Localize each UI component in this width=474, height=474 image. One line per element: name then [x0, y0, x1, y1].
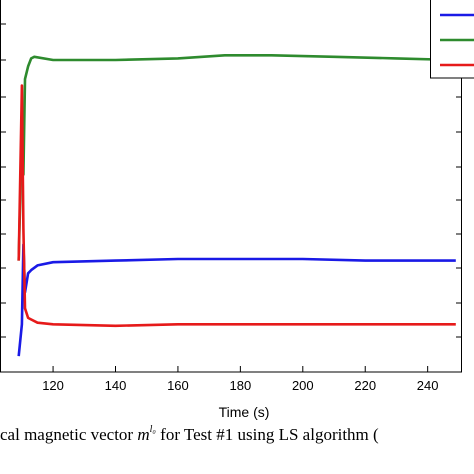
x-tick-label: 200	[292, 378, 314, 393]
figure-caption: cal magnetic vector ml₀ for Test #1 usin…	[0, 424, 379, 445]
plot-border	[0, 0, 462, 373]
plot-frame	[0, 0, 462, 373]
caption-superscript: l₀	[149, 424, 156, 435]
series-lines	[17, 53, 456, 357]
x-axis-label: Time (s)	[219, 404, 270, 420]
x-ticks: 120 140 160 180 200 220 240	[42, 366, 439, 393]
x-tick-label: 120	[42, 378, 64, 393]
caption-text-start: cal magnetic vector	[0, 425, 138, 444]
caption-symbol: m	[137, 425, 150, 444]
x-tick-label: 160	[167, 378, 189, 393]
x-tick-label: 240	[417, 378, 439, 393]
x-tick-label: 140	[105, 378, 127, 393]
caption-text-end: for Test #1 using LS algorithm (	[155, 425, 379, 444]
series-line-1	[17, 53, 456, 261]
legend	[430, 0, 474, 79]
series-line-3	[17, 84, 456, 328]
series-line-2	[17, 243, 456, 357]
y-ticks	[0, 23, 462, 338]
x-tick-label: 180	[230, 378, 252, 393]
x-tick-label: 220	[354, 378, 376, 393]
